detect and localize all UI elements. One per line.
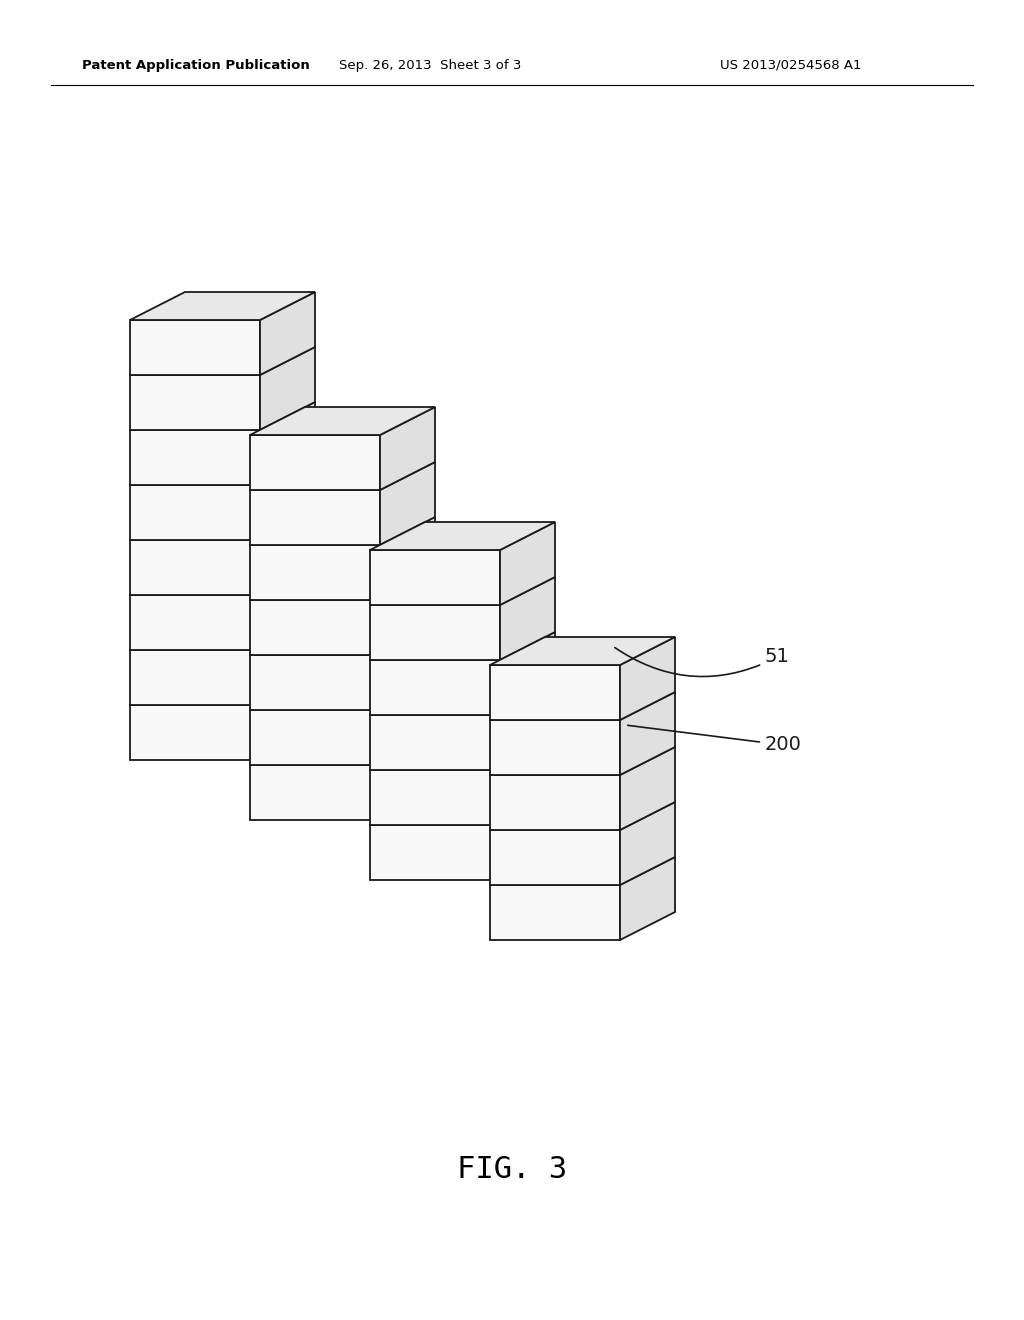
- Text: FIG. 3: FIG. 3: [457, 1155, 567, 1184]
- Polygon shape: [500, 797, 555, 880]
- Polygon shape: [260, 347, 315, 430]
- Polygon shape: [490, 830, 620, 884]
- Polygon shape: [380, 407, 435, 490]
- Polygon shape: [260, 512, 315, 595]
- Polygon shape: [620, 692, 675, 775]
- Polygon shape: [260, 457, 315, 540]
- Polygon shape: [250, 436, 380, 490]
- Polygon shape: [130, 705, 260, 760]
- Polygon shape: [370, 521, 555, 550]
- Polygon shape: [260, 403, 315, 484]
- Polygon shape: [260, 292, 315, 375]
- Polygon shape: [500, 577, 555, 660]
- Polygon shape: [130, 375, 260, 430]
- Polygon shape: [490, 884, 620, 940]
- Polygon shape: [370, 550, 500, 605]
- Polygon shape: [620, 803, 675, 884]
- Polygon shape: [500, 521, 555, 605]
- Polygon shape: [250, 490, 380, 545]
- Polygon shape: [620, 638, 675, 719]
- Polygon shape: [370, 660, 500, 715]
- Polygon shape: [490, 775, 620, 830]
- Polygon shape: [380, 572, 435, 655]
- Polygon shape: [130, 484, 260, 540]
- Polygon shape: [260, 568, 315, 649]
- Text: Sep. 26, 2013  Sheet 3 of 3: Sep. 26, 2013 Sheet 3 of 3: [339, 58, 521, 71]
- Polygon shape: [130, 430, 260, 484]
- Polygon shape: [250, 407, 435, 436]
- Polygon shape: [370, 605, 500, 660]
- Polygon shape: [490, 638, 675, 665]
- Polygon shape: [250, 766, 380, 820]
- Polygon shape: [380, 627, 435, 710]
- Polygon shape: [380, 682, 435, 766]
- Text: US 2013/0254568 A1: US 2013/0254568 A1: [720, 58, 861, 71]
- Polygon shape: [370, 770, 500, 825]
- Polygon shape: [130, 595, 260, 649]
- Polygon shape: [250, 545, 380, 601]
- Polygon shape: [490, 719, 620, 775]
- Polygon shape: [380, 737, 435, 820]
- Text: 51: 51: [614, 648, 790, 677]
- Polygon shape: [260, 677, 315, 760]
- Polygon shape: [620, 747, 675, 830]
- Polygon shape: [380, 462, 435, 545]
- Polygon shape: [250, 601, 380, 655]
- Polygon shape: [130, 649, 260, 705]
- Polygon shape: [130, 319, 260, 375]
- Polygon shape: [380, 517, 435, 601]
- Text: Patent Application Publication: Patent Application Publication: [82, 58, 309, 71]
- Polygon shape: [250, 710, 380, 766]
- Text: 200: 200: [628, 726, 802, 755]
- Polygon shape: [370, 715, 500, 770]
- Polygon shape: [490, 665, 620, 719]
- Polygon shape: [370, 825, 500, 880]
- Polygon shape: [130, 292, 315, 319]
- Polygon shape: [260, 622, 315, 705]
- Polygon shape: [500, 742, 555, 825]
- Polygon shape: [500, 632, 555, 715]
- Polygon shape: [620, 857, 675, 940]
- Polygon shape: [500, 686, 555, 770]
- Polygon shape: [130, 540, 260, 595]
- Polygon shape: [250, 655, 380, 710]
